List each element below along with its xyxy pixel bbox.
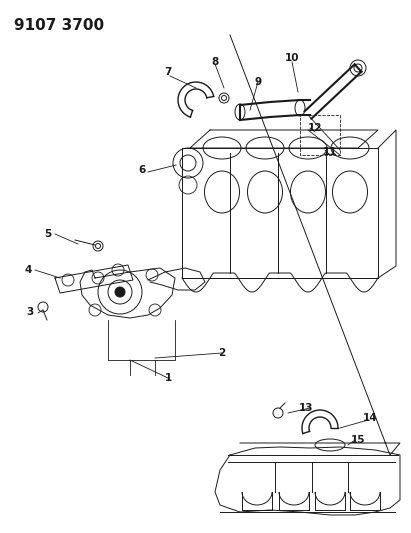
Text: 3: 3 xyxy=(26,307,34,317)
Text: 4: 4 xyxy=(24,265,32,275)
Text: 12: 12 xyxy=(308,123,322,133)
Text: 2: 2 xyxy=(218,348,226,358)
Text: 15: 15 xyxy=(351,435,365,445)
Text: 11: 11 xyxy=(323,147,337,157)
Text: 7: 7 xyxy=(164,67,172,77)
Text: 9: 9 xyxy=(254,77,261,87)
Text: 1: 1 xyxy=(164,373,172,383)
Circle shape xyxy=(115,287,125,297)
Text: 6: 6 xyxy=(139,165,145,175)
Text: 5: 5 xyxy=(44,229,52,239)
Text: 9107 3700: 9107 3700 xyxy=(14,18,104,33)
Text: 14: 14 xyxy=(363,413,377,423)
Text: 13: 13 xyxy=(299,403,313,413)
Text: 8: 8 xyxy=(211,57,219,67)
Text: 10: 10 xyxy=(285,53,299,63)
